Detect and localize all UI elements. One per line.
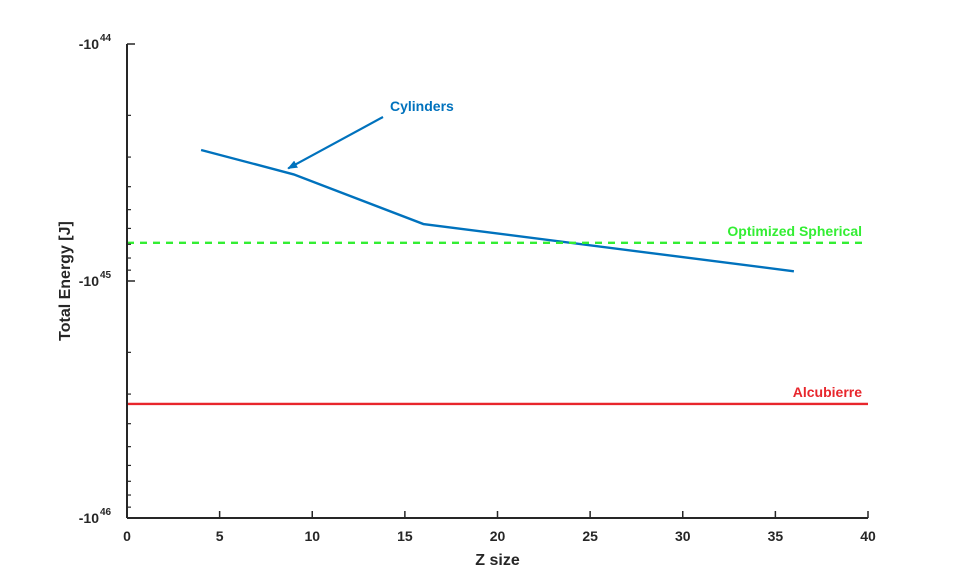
y-tick-label: -10: [79, 273, 99, 289]
y-tick-label: -10: [79, 510, 99, 526]
alcubierre-label: Alcubierre: [793, 384, 862, 400]
x-tick-label: 0: [123, 528, 131, 544]
y-axis-label: Total Energy [J]: [57, 221, 74, 341]
series-layer: [127, 148, 868, 406]
x-tick-label: 40: [860, 528, 876, 544]
cylinders-annotation-arrow: [287, 116, 384, 170]
y-tick-exponent: 45: [100, 270, 112, 281]
annotation-layer: Cylinders Optimized Spherical Alcubierre: [287, 98, 862, 400]
labels-layer: Z size Total Energy [J]: [57, 221, 520, 569]
x-tick-label: 35: [768, 528, 784, 544]
axes-layer: [126, 44, 868, 519]
optimized-spherical-label: Optimized Spherical: [727, 223, 862, 239]
cylinders-series-line: [200, 148, 795, 273]
x-tick-label: 10: [304, 528, 320, 544]
x-axis-label: Z size: [475, 552, 520, 569]
x-tick-label: 30: [675, 528, 691, 544]
ticks-layer: 0 5 10 15 20 25 30 35 40-10 44-10 45-10 46: [79, 33, 876, 544]
x-tick-label: 25: [582, 528, 598, 544]
x-tick-label: 5: [216, 528, 224, 544]
cylinders-annotation-label: Cylinders: [390, 98, 454, 114]
x-tick-label: 20: [490, 528, 506, 544]
x-tick-label: 15: [397, 528, 413, 544]
y-tick-exponent: 44: [100, 33, 112, 44]
y-tick-exponent: 46: [100, 507, 112, 518]
y-tick-label: -10: [79, 36, 99, 52]
